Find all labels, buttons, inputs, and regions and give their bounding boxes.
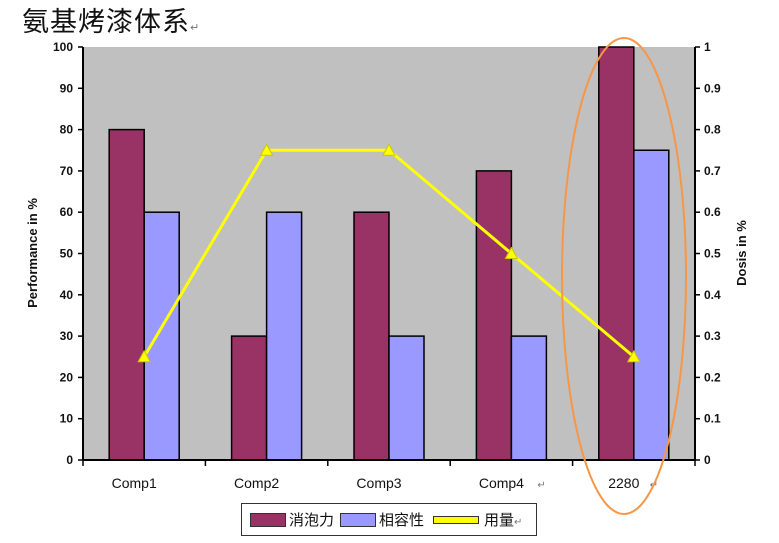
y-tick-label-80: 80 [60,123,74,137]
page-title: 氨基烤漆体系↵ [22,0,200,39]
bar-series-1-comp3 [353,211,390,461]
y-tick-label-90: 90 [60,81,74,95]
y-tick-label-60: 60 [60,205,74,219]
y2-tick-label-0.2: 0.2 [704,370,721,384]
legend-item-series-1: 消泡力 [250,509,334,530]
bar-series-2-comp4 [510,335,548,461]
x-tick-label-comp2: Comp2 [234,475,279,491]
bar-series-1-comp2 [230,335,268,461]
bar-series-2-comp1 [143,211,180,461]
y2-tick-label-0.7: 0.7 [704,164,721,178]
highlight-ellipse [561,37,687,515]
legend-label-series-3-wrap: 用量↵ [484,509,522,530]
dosage-marker-comp4 [504,246,519,259]
y2-tick-label-0.4: 0.4 [704,288,721,302]
bar-series-2-comp2 [265,211,303,461]
x-tick-label-comp1: Comp1 [112,475,157,491]
bar-series-1-comp1 [108,128,145,461]
bar-series-1-2280 [598,46,635,461]
title-text: 氨基烤漆体系 [22,7,190,38]
legend-item-series-3: 用量↵ [430,509,522,530]
y-tick-label-40: 40 [60,288,74,302]
y-tick-label-100: 100 [53,40,73,54]
y-tick-label-20: 20 [60,370,74,384]
y2-tick-label-1: 1 [704,40,711,54]
legend-item-series-2: 相容性 [340,509,424,530]
x-tick-label-comp4: Comp4 [479,475,524,491]
return-mark: ↵ [190,21,201,34]
legend-line-series-3 [433,515,480,524]
y2-tick-label-0: 0 [704,453,711,467]
x-tick-label-2280: 2280 [608,475,639,491]
y2-tick-label-0.1: 0.1 [704,412,721,426]
y-axis-title: Performance in % [25,198,40,308]
y-tick-label-50: 50 [60,247,74,261]
legend-label-series-1: 消泡力 [289,511,335,529]
y2-tick-label-0.3: 0.3 [704,329,721,343]
bar-series-2-comp3 [388,335,425,461]
legend-swatch-series-2 [340,512,377,527]
y-tick-label-30: 30 [60,329,74,343]
x-tick-return-mark: ↵ [537,480,545,491]
y-tick-label-0: 0 [66,453,73,467]
legend: 消泡力 相容性 用量↵ [241,503,537,536]
x-tick-label-comp3: Comp3 [356,475,401,491]
y2-axis-title: Dosis in % [734,220,749,286]
legend-label-series-3: 用量 [484,511,515,529]
legend-swatch-series-1 [250,512,286,527]
y-tick-label-70: 70 [60,164,74,178]
bar-series-2-2280 [633,149,670,461]
dosage-marker-comp1 [137,349,152,363]
legend-label-series-2: 相容性 [379,511,425,529]
y2-tick-label-0.9: 0.9 [704,81,721,95]
dosage-marker-2280 [626,349,641,363]
y2-tick-label-0.5: 0.5 [704,247,721,261]
bar-series-1-comp4 [475,170,513,461]
y2-tick-label-0.8: 0.8 [704,123,721,137]
dosage-marker-comp2 [259,143,274,156]
dosage-marker-comp3 [382,143,396,156]
y-tick-label-10: 10 [60,412,74,426]
legend-return-mark: ↵ [514,517,523,528]
y2-tick-label-0.6: 0.6 [704,205,721,219]
